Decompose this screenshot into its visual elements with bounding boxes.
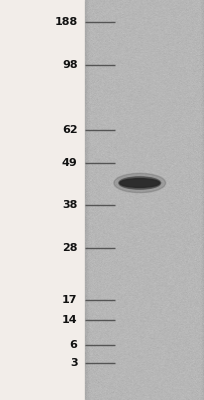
Ellipse shape (119, 177, 161, 189)
Text: 62: 62 (62, 125, 78, 135)
Bar (0, 0, 85, 400)
Text: 98: 98 (62, 60, 78, 70)
Bar (85, 0, 204, 400)
Ellipse shape (120, 178, 160, 187)
Text: 6: 6 (70, 340, 78, 350)
Text: 3: 3 (70, 358, 78, 368)
Ellipse shape (114, 173, 166, 193)
Text: 17: 17 (62, 295, 78, 305)
Text: 188: 188 (54, 17, 78, 27)
Text: 28: 28 (62, 243, 78, 253)
Text: 49: 49 (62, 158, 78, 168)
Text: 14: 14 (62, 315, 78, 325)
Text: 38: 38 (62, 200, 78, 210)
